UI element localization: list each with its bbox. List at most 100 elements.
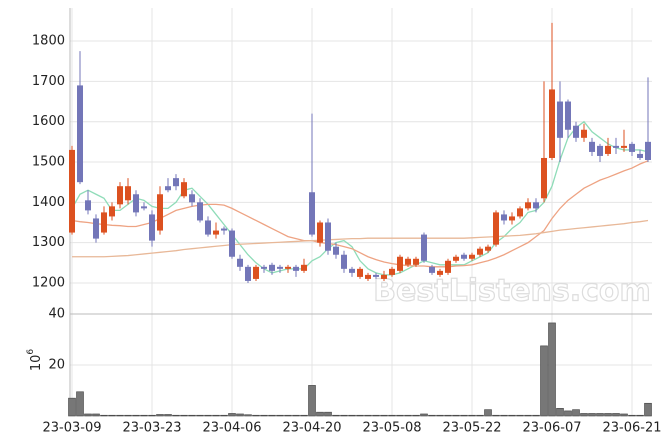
y-tick-label: 20 [48,358,65,373]
volume-bar [636,414,644,417]
volume-bar [84,413,92,417]
candle-body [437,270,443,275]
volume-bar [332,414,340,417]
candle-body [189,194,195,203]
volume-bar [604,413,612,417]
volume-bar [524,414,532,417]
volume-bar [588,413,596,417]
candle-body [381,274,387,279]
y-tick-label: 1800 [32,34,65,49]
watermark: BestListens.com [373,274,651,309]
volume-bar [404,414,412,417]
x-tick-label: 23-04-20 [282,421,341,436]
volume-bar [412,414,420,417]
x-tick-label: 23-03-09 [42,421,101,436]
volume-bar [300,414,308,417]
volume-bar [388,414,396,417]
label-exponent: 6 [26,349,36,355]
candle-body [93,218,99,239]
candle-body [493,212,499,245]
candle-body [213,230,219,235]
volume-bar [540,345,548,417]
candle-body [325,222,331,251]
volume-bar [484,409,492,417]
volume-bar [212,414,220,417]
x-tick-label: 23-05-08 [362,421,421,436]
volume-bar [228,413,236,417]
candle-body [197,202,203,221]
candle-body [317,222,323,243]
candle-body [357,268,363,277]
candle-body [413,258,419,265]
candle-body [229,230,235,257]
x-tick-label: 23-05-22 [442,421,501,436]
volume-bar [188,414,196,417]
x-tick-label: 23-06-07 [522,421,581,436]
candle-body [573,125,579,138]
candle-body [581,129,587,138]
volume-bar [180,414,188,417]
candle-body [429,266,435,273]
candle-body [533,202,539,209]
candle-body [181,182,187,197]
volume-bar [108,414,116,417]
volume-bar [516,414,524,417]
candle-body [637,153,643,158]
candle-body [453,256,459,261]
candle-body [509,216,515,221]
candle-body [301,264,307,271]
candle-body [149,214,155,241]
candle-body [605,145,611,154]
candle-body [269,264,275,271]
volume-bar [124,414,132,417]
volume-bar [236,413,244,417]
volume-bar [348,414,356,417]
volume-bar [620,413,628,417]
candle-body [397,256,403,271]
candle-body [621,145,627,148]
volume-bar [220,414,228,417]
volume-bar [468,414,476,417]
candle-body [445,260,451,273]
volume-bar [268,414,276,417]
moving-average-line [72,219,649,258]
volume-bar [76,391,84,417]
candle-body [477,248,483,255]
candle-body [69,149,75,233]
volume-bar [116,414,124,417]
candle-body [277,266,283,269]
volume-bar [316,411,324,417]
candle-body [165,186,171,191]
moving-average-line [71,160,649,268]
y-tick-label: 40 [48,307,65,322]
volume-bar [396,414,404,417]
candle-body [645,141,651,160]
y-tick-label: 1300 [32,235,65,250]
volume-bar [284,414,292,417]
volume-bar [276,414,284,417]
volume-bar [372,414,380,417]
volume-bar [532,414,540,417]
candle-body [365,274,371,279]
volume-bar [500,414,508,417]
volume-bar [564,410,572,417]
volume-bar [596,413,604,417]
candle-body [237,258,243,267]
candle-body [101,212,107,233]
candle-body [525,202,531,209]
y-tick-label: 1700 [32,74,65,89]
candle-body [485,246,491,251]
candle-body [589,141,595,152]
candle-body [133,194,139,213]
candle-body [549,89,555,158]
volume-bar [612,413,620,417]
candle-body [541,157,547,199]
volume-bar [548,322,556,417]
candle-body [373,274,379,277]
y-tick-label: 1200 [32,275,65,290]
volume-bar [156,414,164,417]
volume-bar [100,414,108,417]
volume-bar [340,414,348,417]
candle-body [517,208,523,217]
candle-body [597,145,603,156]
